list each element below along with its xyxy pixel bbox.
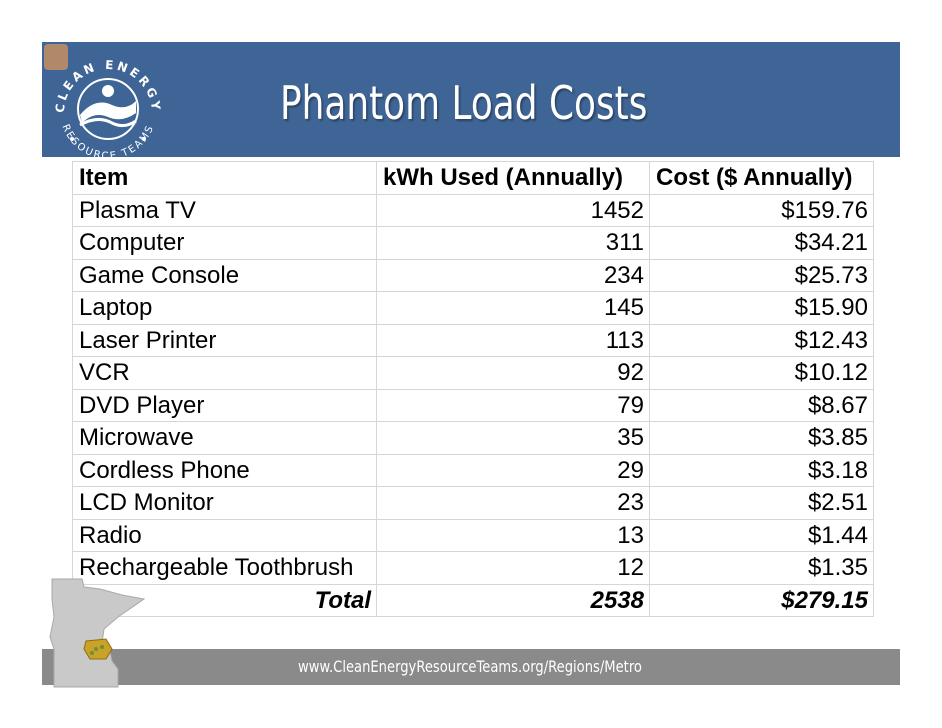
header-kwh: kWh Used (Annually) [376,161,650,195]
cost-cell: $3.85 [649,421,874,455]
cost-cell: $34.21 [649,226,874,260]
kwh-cell: 29 [376,453,650,487]
item-cell: Cordless Phone [72,453,377,487]
cost-cell: $25.73 [649,258,874,292]
item-cell: Game Console [72,258,377,292]
table-row: Laser Printer 113 $12.43 [72,323,874,357]
item-cell: VCR [72,356,377,390]
kwh-cell: 13 [376,518,650,552]
state-outline [49,578,146,688]
item-cell: Plasma TV [72,193,377,227]
table-row: Plasma TV 1452 $159.76 [72,193,874,227]
table-row: Computer 311 $34.21 [72,226,874,260]
kwh-cell: 92 [376,356,650,390]
table-row: LCD Monitor 23 $2.51 [72,486,874,520]
item-cell: Laptop [72,291,377,325]
item-cell: Computer [72,226,377,260]
table-row: Cordless Phone 29 $3.18 [72,453,874,487]
table-row: DVD Player 79 $8.67 [72,388,874,422]
cost-cell: $8.67 [649,388,874,422]
cost-cell: $12.43 [649,323,874,357]
item-cell: Radio [72,518,377,552]
item-cell: Microwave [72,421,377,455]
table-row: Radio 13 $1.44 [72,518,874,552]
corner-mark [44,44,68,70]
minnesota-map-icon [49,578,146,688]
kwh-cell: 311 [376,226,650,260]
cost-cell: $1.35 [649,551,874,585]
cert-logo-icon: CLEAN ENERGY RESOURCE TEAMS [53,58,161,162]
header-band [42,42,900,157]
cost-cell: $3.18 [649,453,874,487]
kwh-cell: 234 [376,258,650,292]
total-kwh: 2538 [376,583,650,617]
item-cell: DVD Player [72,388,377,422]
item-cell: Laser Printer [72,323,377,357]
kwh-cell: 79 [376,388,650,422]
kwh-cell: 145 [376,291,650,325]
item-cell: LCD Monitor [72,486,377,520]
kwh-cell: 35 [376,421,650,455]
footer-url: www.CleanEnergyResourceTeams.org/Regions… [298,657,642,676]
cost-cell: $2.51 [649,486,874,520]
item-cell: Rechargeable Toothbrush [72,551,377,585]
table-row: Microwave 35 $3.85 [72,421,874,455]
cost-cell: $159.76 [649,193,874,227]
kwh-cell: 113 [376,323,650,357]
table-header-row: Item kWh Used (Annually) Cost ($ Annuall… [72,161,874,195]
table-row: VCR 92 $10.12 [72,356,874,390]
cost-cell: $10.12 [649,356,874,390]
total-cost: $279.15 [649,583,874,617]
table-row: Game Console 234 $25.73 [72,258,874,292]
footer-band [42,649,900,685]
phantom-load-table: Item kWh Used (Annually) Cost ($ Annuall… [72,161,874,617]
header-cost: Cost ($ Annually) [649,161,874,195]
total-row: Total 2538 $279.15 [72,583,874,617]
table-row: Rechargeable Toothbrush 12 $1.35 [72,551,874,585]
cost-cell: $15.90 [649,291,874,325]
cost-cell: $1.44 [649,518,874,552]
kwh-cell: 1452 [376,193,650,227]
page-title: Phantom Load Costs [280,76,648,130]
kwh-cell: 23 [376,486,650,520]
table-row: Laptop 145 $15.90 [72,291,874,325]
kwh-cell: 12 [376,551,650,585]
header-item: Item [72,161,377,195]
